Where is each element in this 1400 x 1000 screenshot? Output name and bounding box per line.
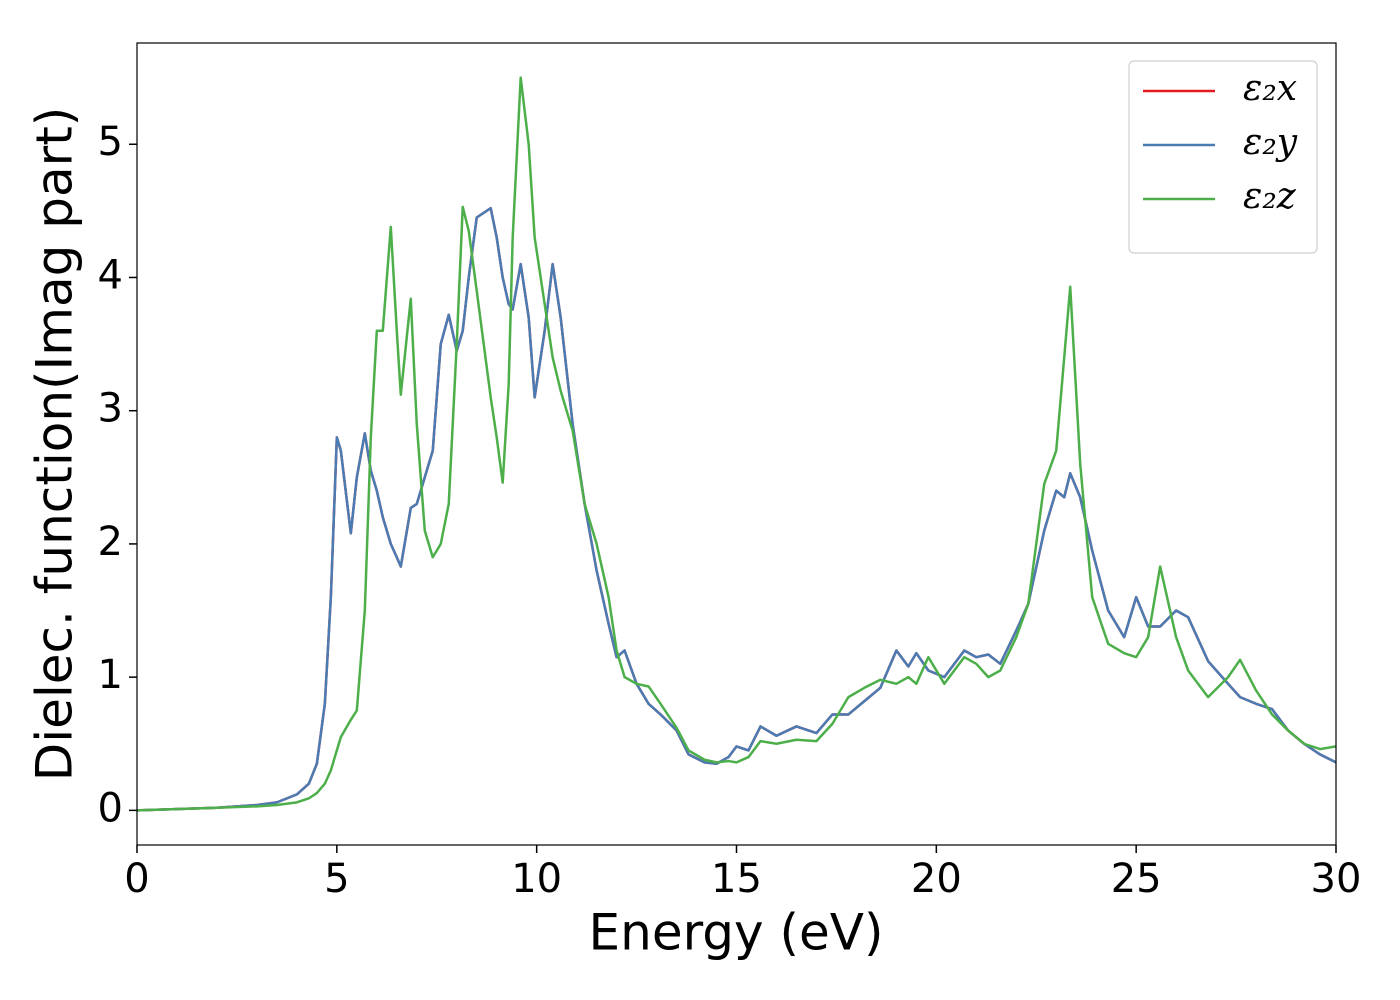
legend-box [1128,60,1318,254]
y-tick-label: 4 [98,252,123,298]
y-tick-label: 1 [98,652,123,698]
x-tick-label: 0 [124,856,149,902]
legend-label: ε₂z [1243,176,1297,217]
x-tick-label: 10 [511,856,562,902]
legend-label: ε₂y [1243,122,1298,163]
x-tick-label: 25 [1111,856,1162,902]
plot-frame [136,42,1337,846]
x-tick-label: 20 [911,856,962,902]
legend-label: ε₂x [1243,68,1297,109]
x-tick-label: 5 [324,856,349,902]
y-axis-label: Dielec. function(Imag part) [26,107,84,782]
x-tick-label: 15 [711,856,762,902]
y-tick-label: 5 [98,119,123,165]
series-line [137,206,1336,812]
x-axis-label: Energy (eV) [589,904,884,962]
series-line [137,76,1336,812]
series-line [137,206,1336,812]
y-tick-label: 3 [98,386,123,432]
x-tick-label: 30 [1311,856,1362,902]
y-tick-label: 2 [98,519,123,565]
y-tick-label: 0 [98,785,123,831]
